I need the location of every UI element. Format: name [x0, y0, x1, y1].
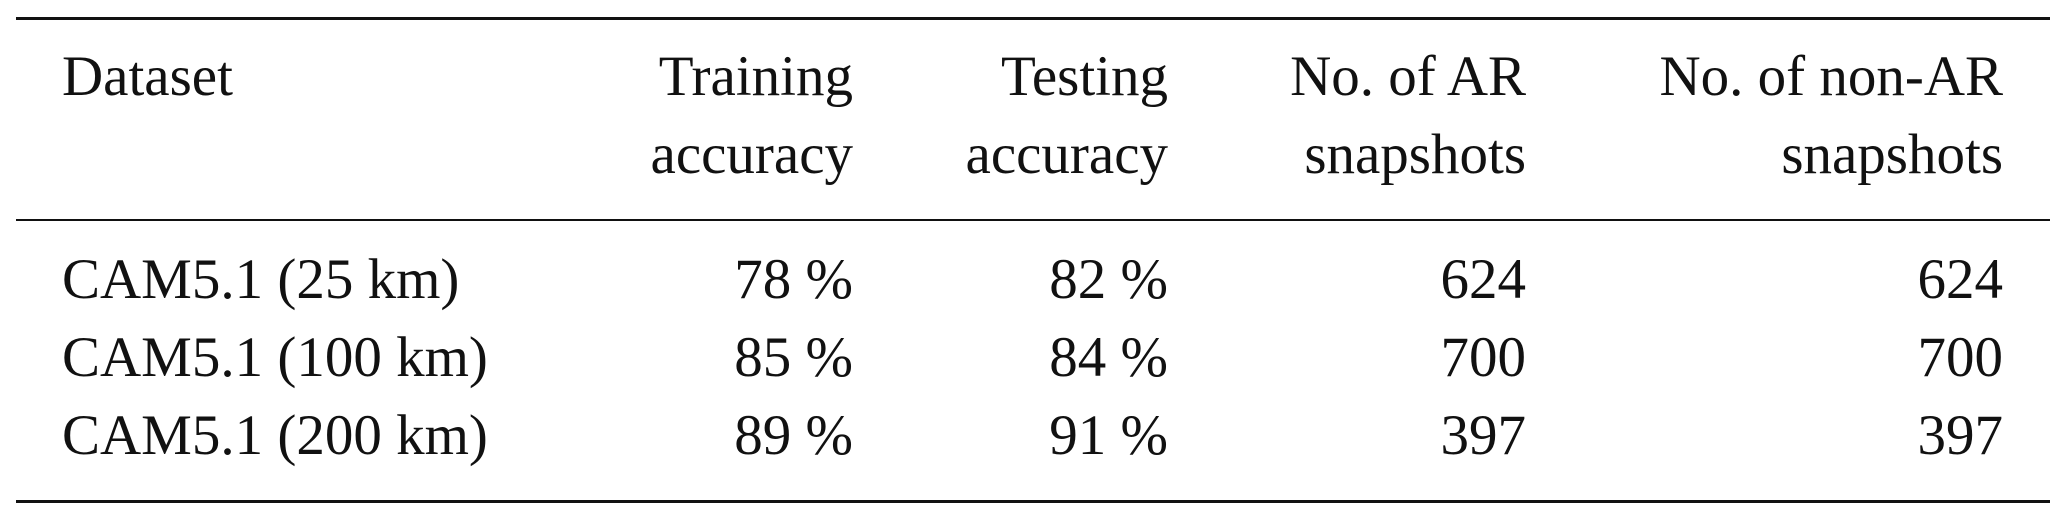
header-cell: No. of AR	[1290, 45, 1526, 108]
data-cell: 624	[1440, 248, 1527, 311]
header-cell: No. of non-AR	[1659, 45, 2003, 108]
header-cell: snapshots	[1304, 123, 1526, 186]
data-cell: 82 %	[1049, 248, 1168, 311]
data-cell: 700	[1440, 326, 1527, 389]
mid-rule	[16, 219, 2050, 221]
header-cell: Testing	[1001, 45, 1168, 108]
data-cell: 624	[1917, 248, 2004, 311]
header-cell: accuracy	[965, 123, 1168, 186]
row-label: CAM5.1 (100 km)	[62, 326, 488, 389]
data-cell: 84 %	[1049, 326, 1168, 389]
bottom-rule	[16, 500, 2050, 503]
header-cell: accuracy	[650, 123, 853, 186]
header-cell: snapshots	[1781, 123, 2003, 186]
top-rule	[16, 17, 2050, 20]
header-cell: Dataset	[62, 45, 233, 108]
data-cell: 85 %	[734, 326, 853, 389]
data-cell: 397	[1917, 404, 2004, 467]
data-cell: 397	[1440, 404, 1527, 467]
data-cell: 89 %	[734, 404, 853, 467]
data-cell: 78 %	[734, 248, 853, 311]
data-cell: 91 %	[1049, 404, 1168, 467]
row-label: CAM5.1 (25 km)	[62, 248, 460, 311]
header-cell: Training	[658, 45, 853, 108]
row-label: CAM5.1 (200 km)	[62, 404, 488, 467]
data-cell: 700	[1917, 326, 2004, 389]
